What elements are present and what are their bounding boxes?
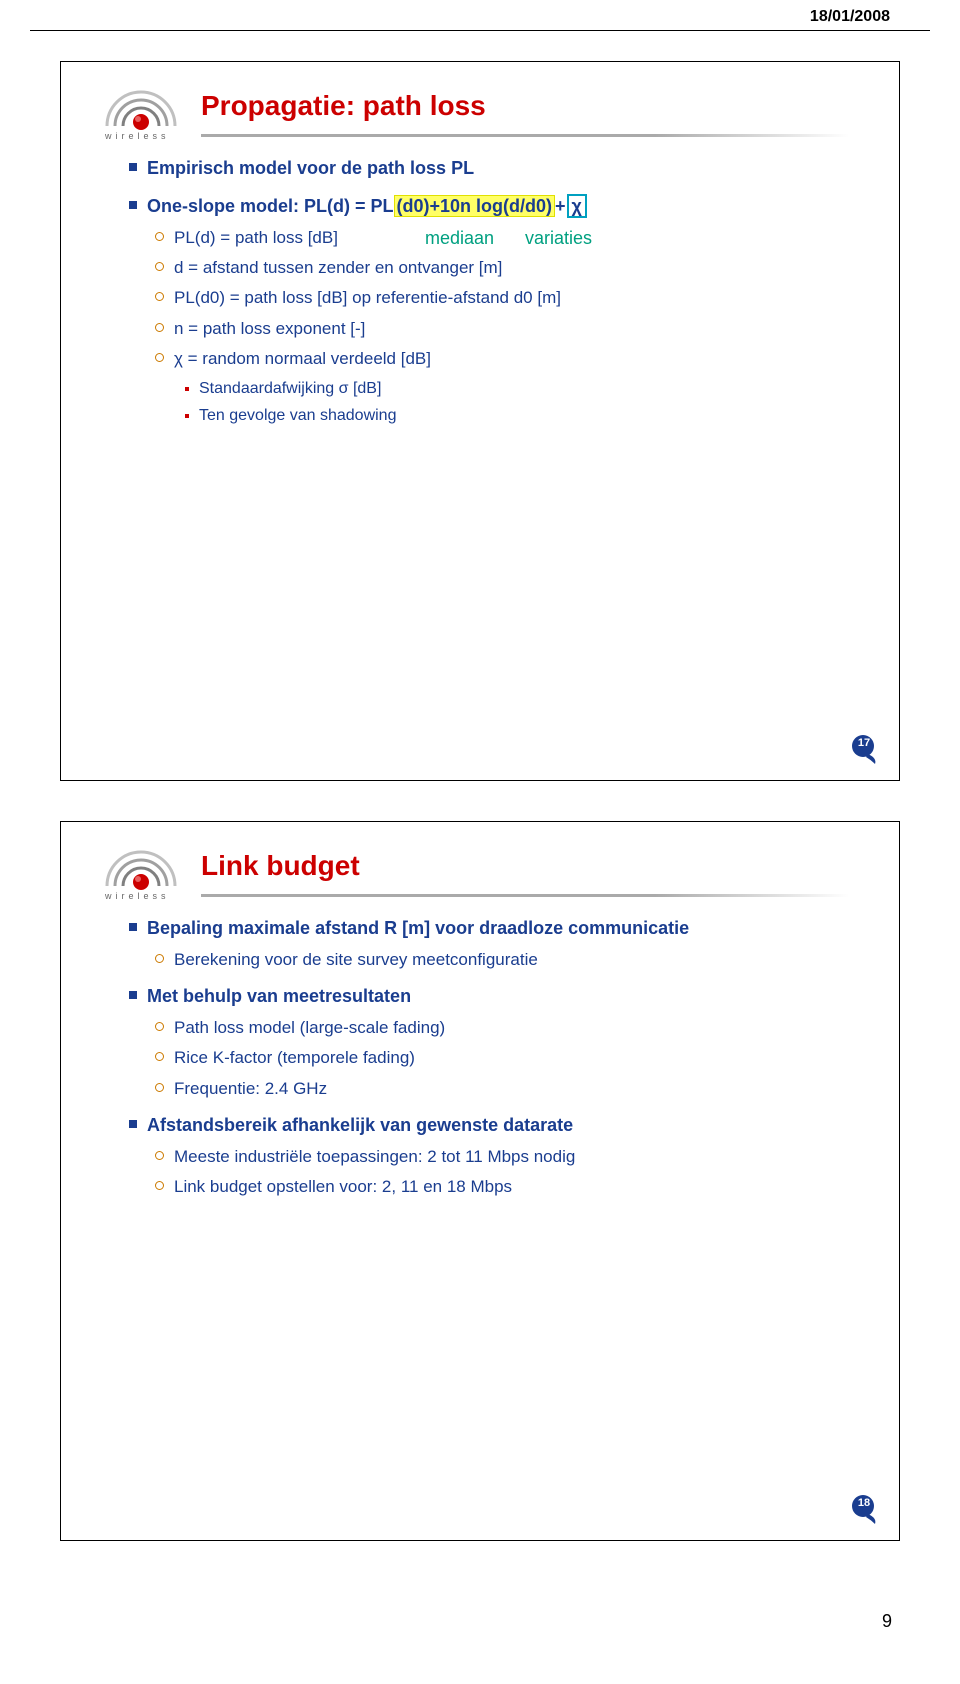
slide-number-badge: 17 [849,734,879,764]
circle-bullet-icon [155,323,164,332]
slide-1-inner: wireless Propagatie: path loss Empirisch… [61,62,899,780]
slide-2-title: Link budget [201,846,360,882]
logo-label: wireless [105,891,170,901]
bullet-bepaling: Bepaling maximale afstand R [m] voor dra… [129,915,859,943]
bullet-text: One-slope model: PL(d) = PL(d0)+10n log(… [147,193,587,221]
sub-d-afstand: d = afstand tussen zender en ontvanger [… [155,255,859,281]
circle-bullet-icon [155,1151,164,1160]
slide-2-container: wireless Link budget Bepaling maximale a… [0,821,960,1581]
square-bullet-icon [129,163,137,171]
sub-text: PL(d) = path loss [dB] [174,225,338,251]
dot-bullet-icon [185,414,189,418]
page-date-header: 18/01/2008 [30,0,930,31]
sub-pathloss-model: Path loss model (large-scale fading) [155,1015,859,1041]
page-date: 18/01/2008 [810,8,890,25]
slide-2: wireless Link budget Bepaling maximale a… [60,821,900,1541]
square-bullet-icon [129,991,137,999]
title-rule [201,894,849,897]
slide-2-inner: wireless Link budget Bepaling maximale a… [61,822,899,1540]
annotation-mediaan: mediaan [425,225,494,253]
wireless-logo: wireless [101,86,191,138]
sub-text: χ = random normaal verdeeld [dB] [174,346,431,372]
circle-bullet-icon [155,232,164,241]
page-number-footer: 9 [0,1581,960,1652]
sub-linkbudget-opstellen: Link budget opstellen voor: 2, 11 en 18 … [155,1174,859,1200]
subsub-text: Ten gevolge van shadowing [199,404,396,429]
sub-pl-d: PL(d) = path loss [dB] mediaan variaties [155,225,859,251]
bullet-text: Bepaling maximale afstand R [m] voor dra… [147,915,689,943]
circle-bullet-icon [155,292,164,301]
sub-text: Meeste industriële toepassingen: 2 tot 1… [174,1144,575,1170]
sub-text: d = afstand tussen zender en ontvanger [… [174,255,502,281]
bullet-text: Met behulp van meetresultaten [147,983,411,1011]
circle-bullet-icon [155,262,164,271]
sub-frequentie: Frequentie: 2.4 GHz [155,1076,859,1102]
title-rule [201,134,849,137]
subsub-sigma: Standaardafwijking σ [dB] [185,377,859,402]
sub-n-exponent: n = path loss exponent [-] [155,316,859,342]
page-number: 9 [882,1611,892,1631]
annotation-variaties: variaties [525,225,592,253]
square-bullet-icon [129,923,137,931]
sub-text: n = path loss exponent [-] [174,316,365,342]
circle-bullet-icon [155,353,164,362]
sub-rice-kfactor: Rice K-factor (temporele fading) [155,1045,859,1071]
slide-number-badge: 18 [849,1494,879,1524]
bullet-one-slope: One-slope model: PL(d) = PL(d0)+10n log(… [129,193,859,221]
circle-bullet-icon [155,954,164,963]
circle-bullet-icon [155,1083,164,1092]
bullet-text: Afstandsbereik afhankelijk van gewenste … [147,1112,573,1140]
subsub-text: Standaardafwijking σ [dB] [199,377,381,402]
wireless-logo: wireless [101,846,191,898]
title-row: wireless Propagatie: path loss [101,86,859,138]
sub-text: Berekening voor de site survey meetconfi… [174,947,538,973]
sub-industriele: Meeste industriële toepassingen: 2 tot 1… [155,1144,859,1170]
slide-1: wireless Propagatie: path loss Empirisch… [60,61,900,781]
wireless-logo-icon [101,86,191,132]
sub-text: Path loss model (large-scale fading) [174,1015,445,1041]
formula-prefix: One-slope model: PL(d) = PL [147,196,394,216]
sub-text: Frequentie: 2.4 GHz [174,1076,327,1102]
logo-label: wireless [105,131,170,141]
bullet-text: Empirisch model voor de path loss PL [147,155,474,183]
formula-highlight: (d0)+10n log(d/d0) [394,195,556,217]
circle-bullet-icon [155,1052,164,1061]
wireless-logo-icon [101,846,191,892]
subsub-shadowing: Ten gevolge van shadowing [185,404,859,429]
bullet-meetresultaten: Met behulp van meetresultaten [129,983,859,1011]
sub-pl-d0: PL(d0) = path loss [dB] op referentie-af… [155,285,859,311]
dot-bullet-icon [185,387,189,391]
sub-text: Rice K-factor (temporele fading) [174,1045,415,1071]
square-bullet-icon [129,1120,137,1128]
formula-plus: + [555,196,566,216]
slide-number: 18 [849,1497,879,1509]
sub-chi-random: χ = random normaal verdeeld [dB] [155,346,859,372]
square-bullet-icon [129,201,137,209]
circle-bullet-icon [155,1181,164,1190]
slide-1-title: Propagatie: path loss [201,86,486,122]
slide-2-content: Bepaling maximale afstand R [m] voor dra… [101,915,859,1201]
sub-berekening: Berekening voor de site survey meetconfi… [155,947,859,973]
title-row: wireless Link budget [101,846,859,898]
circle-bullet-icon [155,1022,164,1031]
sub-text: Link budget opstellen voor: 2, 11 en 18 … [174,1174,512,1200]
slide-number: 17 [849,737,879,749]
slide-1-container: wireless Propagatie: path loss Empirisch… [0,61,960,821]
sub-text: PL(d0) = path loss [dB] op referentie-af… [174,285,561,311]
slide-1-content: Empirisch model voor de path loss PL One… [101,155,859,429]
bullet-empirical-model: Empirisch model voor de path loss PL [129,155,859,183]
formula-chi-box: χ [567,194,587,218]
bullet-afstandsbereik: Afstandsbereik afhankelijk van gewenste … [129,1112,859,1140]
